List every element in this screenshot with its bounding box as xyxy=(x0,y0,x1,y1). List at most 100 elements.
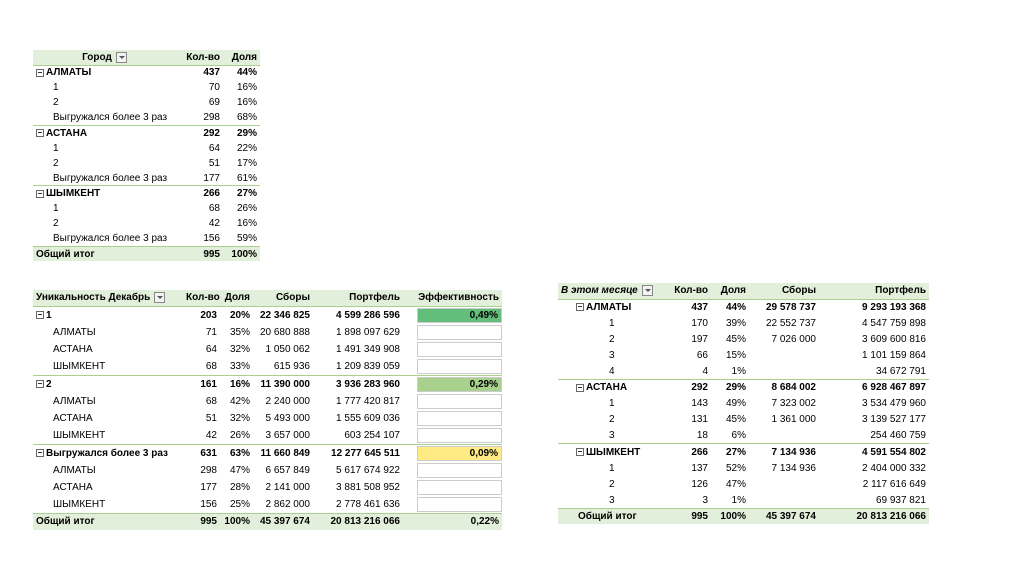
cell-value: 292 xyxy=(203,127,220,139)
efficiency-box xyxy=(417,358,502,374)
grp-row: ШЫМКЕНТ 266 27% 7 134 936 4 591 554 802 xyxy=(558,443,929,461)
collapse-toggle[interactable] xyxy=(36,380,44,389)
cell-value: 45% xyxy=(725,333,746,345)
cell-value: 22 346 825 xyxy=(259,309,310,321)
cell: 42 xyxy=(183,427,220,445)
collapse-toggle[interactable] xyxy=(576,303,584,312)
cell-value: 437 xyxy=(691,301,708,313)
cell: Общий итог xyxy=(558,507,666,525)
cell-value: 1 898 097 629 xyxy=(336,326,400,338)
cell xyxy=(749,476,819,492)
cell-value: 266 xyxy=(691,446,708,458)
filter-button[interactable] xyxy=(641,285,653,297)
row-label: АСТАНА xyxy=(586,382,628,394)
cell: 298 xyxy=(183,462,220,479)
cell-value: 7 134 936 xyxy=(771,462,817,474)
cell: 1% xyxy=(711,363,749,379)
collapse-toggle[interactable] xyxy=(576,383,584,392)
efficiency-box xyxy=(417,324,502,340)
cell: 2 240 000 xyxy=(253,393,313,410)
cell-value: 26% xyxy=(229,429,250,441)
child-row: 1 170 39% 22 552 737 4 547 759 898 xyxy=(558,315,929,331)
cell: 64 xyxy=(183,341,220,358)
cell-value: 27% xyxy=(725,446,746,458)
cell-value: 170 xyxy=(691,317,708,329)
cell: 1 101 159 864 xyxy=(819,347,929,363)
cell-value: 7 026 000 xyxy=(771,333,817,345)
cell: 45% xyxy=(711,331,749,347)
cell: 2 xyxy=(33,156,176,171)
cell: 437 xyxy=(176,64,223,81)
cell-value: 64 xyxy=(208,142,220,154)
cell: 298 xyxy=(176,110,223,125)
cell: АСТАНА xyxy=(33,124,176,141)
cell: 2 xyxy=(33,374,183,393)
cell-value: 33% xyxy=(229,360,250,372)
cell-value: 70 xyxy=(208,82,220,94)
grp-row: АСТАНА 292 29% 8 684 002 6 928 467 897 xyxy=(558,379,929,396)
cell: 68 xyxy=(176,201,223,216)
efficiency-box xyxy=(417,496,502,512)
efficiency-value: 0,09% xyxy=(469,447,498,459)
cell: 266 xyxy=(176,185,223,201)
cell-value: 603 254 107 xyxy=(344,429,400,441)
collapse-toggle[interactable] xyxy=(576,448,584,457)
cell: АЛМАТЫ xyxy=(33,393,183,410)
cell-value: 39% xyxy=(725,317,746,329)
cell: 29 578 737 xyxy=(749,298,819,316)
cell-value: 42% xyxy=(229,395,250,407)
filter-button[interactable] xyxy=(115,51,127,63)
efficiency-box xyxy=(417,393,502,409)
collapse-toggle[interactable] xyxy=(36,189,44,198)
row-label: ШЫМКЕНТ xyxy=(53,429,106,441)
cell-value: 161 xyxy=(200,378,217,390)
collapse-toggle[interactable] xyxy=(36,449,44,458)
row-label: 1 xyxy=(53,82,59,94)
row-label: Выгружался более 3 раз xyxy=(53,232,168,244)
cell: 0,29% xyxy=(403,374,502,393)
cell-value: 1 555 609 036 xyxy=(336,412,400,424)
cell-value: 2 117 616 649 xyxy=(862,478,926,490)
child-row: 2 131 45% 1 361 000 3 139 527 177 xyxy=(558,412,929,428)
cell xyxy=(749,347,819,363)
cell-value: 266 xyxy=(203,188,220,200)
cell: 26% xyxy=(220,427,253,445)
cell-value: 3 881 508 952 xyxy=(336,481,400,493)
cell-value: 6% xyxy=(731,430,746,442)
cell: 25% xyxy=(220,496,253,514)
cell: 3 657 000 xyxy=(253,427,313,445)
row-label: Выгружался более 3 раз xyxy=(53,112,168,124)
header-cell: Доля xyxy=(711,283,749,300)
collapse-toggle[interactable] xyxy=(36,311,44,320)
cell: 0,49% xyxy=(403,305,502,324)
child-row: АЛМАТЫ 298 47% 6 657 849 5 617 674 922 xyxy=(33,462,502,479)
city-pivot-table: Город Кол-во Доля АЛМАТЫ 437 44% 1 70 16% 2 69 16% В… xyxy=(33,50,260,262)
cell: 2 xyxy=(33,95,176,110)
row-label: Общий итог xyxy=(578,511,637,523)
cell-value: 6 928 467 897 xyxy=(862,382,926,394)
cell-value: 64 xyxy=(205,343,217,355)
cell-value: 3 534 479 960 xyxy=(862,398,926,410)
cell: 615 936 xyxy=(253,358,313,376)
child-row: Выгружался более 3 раз 177 61% xyxy=(33,171,260,186)
row-label: Общий итог xyxy=(36,516,95,528)
efficiency-box xyxy=(417,427,502,443)
child-row: 1 68 26% xyxy=(33,201,260,216)
row-label: Общий итог xyxy=(36,248,95,260)
child-row: 2 69 16% xyxy=(33,95,260,110)
cell-value: 298 xyxy=(203,112,220,124)
collapse-toggle[interactable] xyxy=(36,68,44,77)
cell-value: 63% xyxy=(229,447,250,459)
cell xyxy=(403,462,502,479)
efficiency-box xyxy=(417,462,502,478)
cell: 177 xyxy=(183,479,220,496)
cell: ШЫМКЕНТ xyxy=(33,496,183,514)
cell: ШЫМКЕНТ xyxy=(33,185,176,201)
filter-button[interactable] xyxy=(154,292,166,304)
child-row: 3 66 15% 1 101 159 864 xyxy=(558,347,929,363)
cell: 8 684 002 xyxy=(749,379,819,396)
row-label: ШЫМКЕНТ xyxy=(53,360,106,372)
cell-value: 3 936 283 960 xyxy=(336,378,400,390)
collapse-toggle[interactable] xyxy=(36,129,44,138)
cell: 51 xyxy=(183,410,220,427)
